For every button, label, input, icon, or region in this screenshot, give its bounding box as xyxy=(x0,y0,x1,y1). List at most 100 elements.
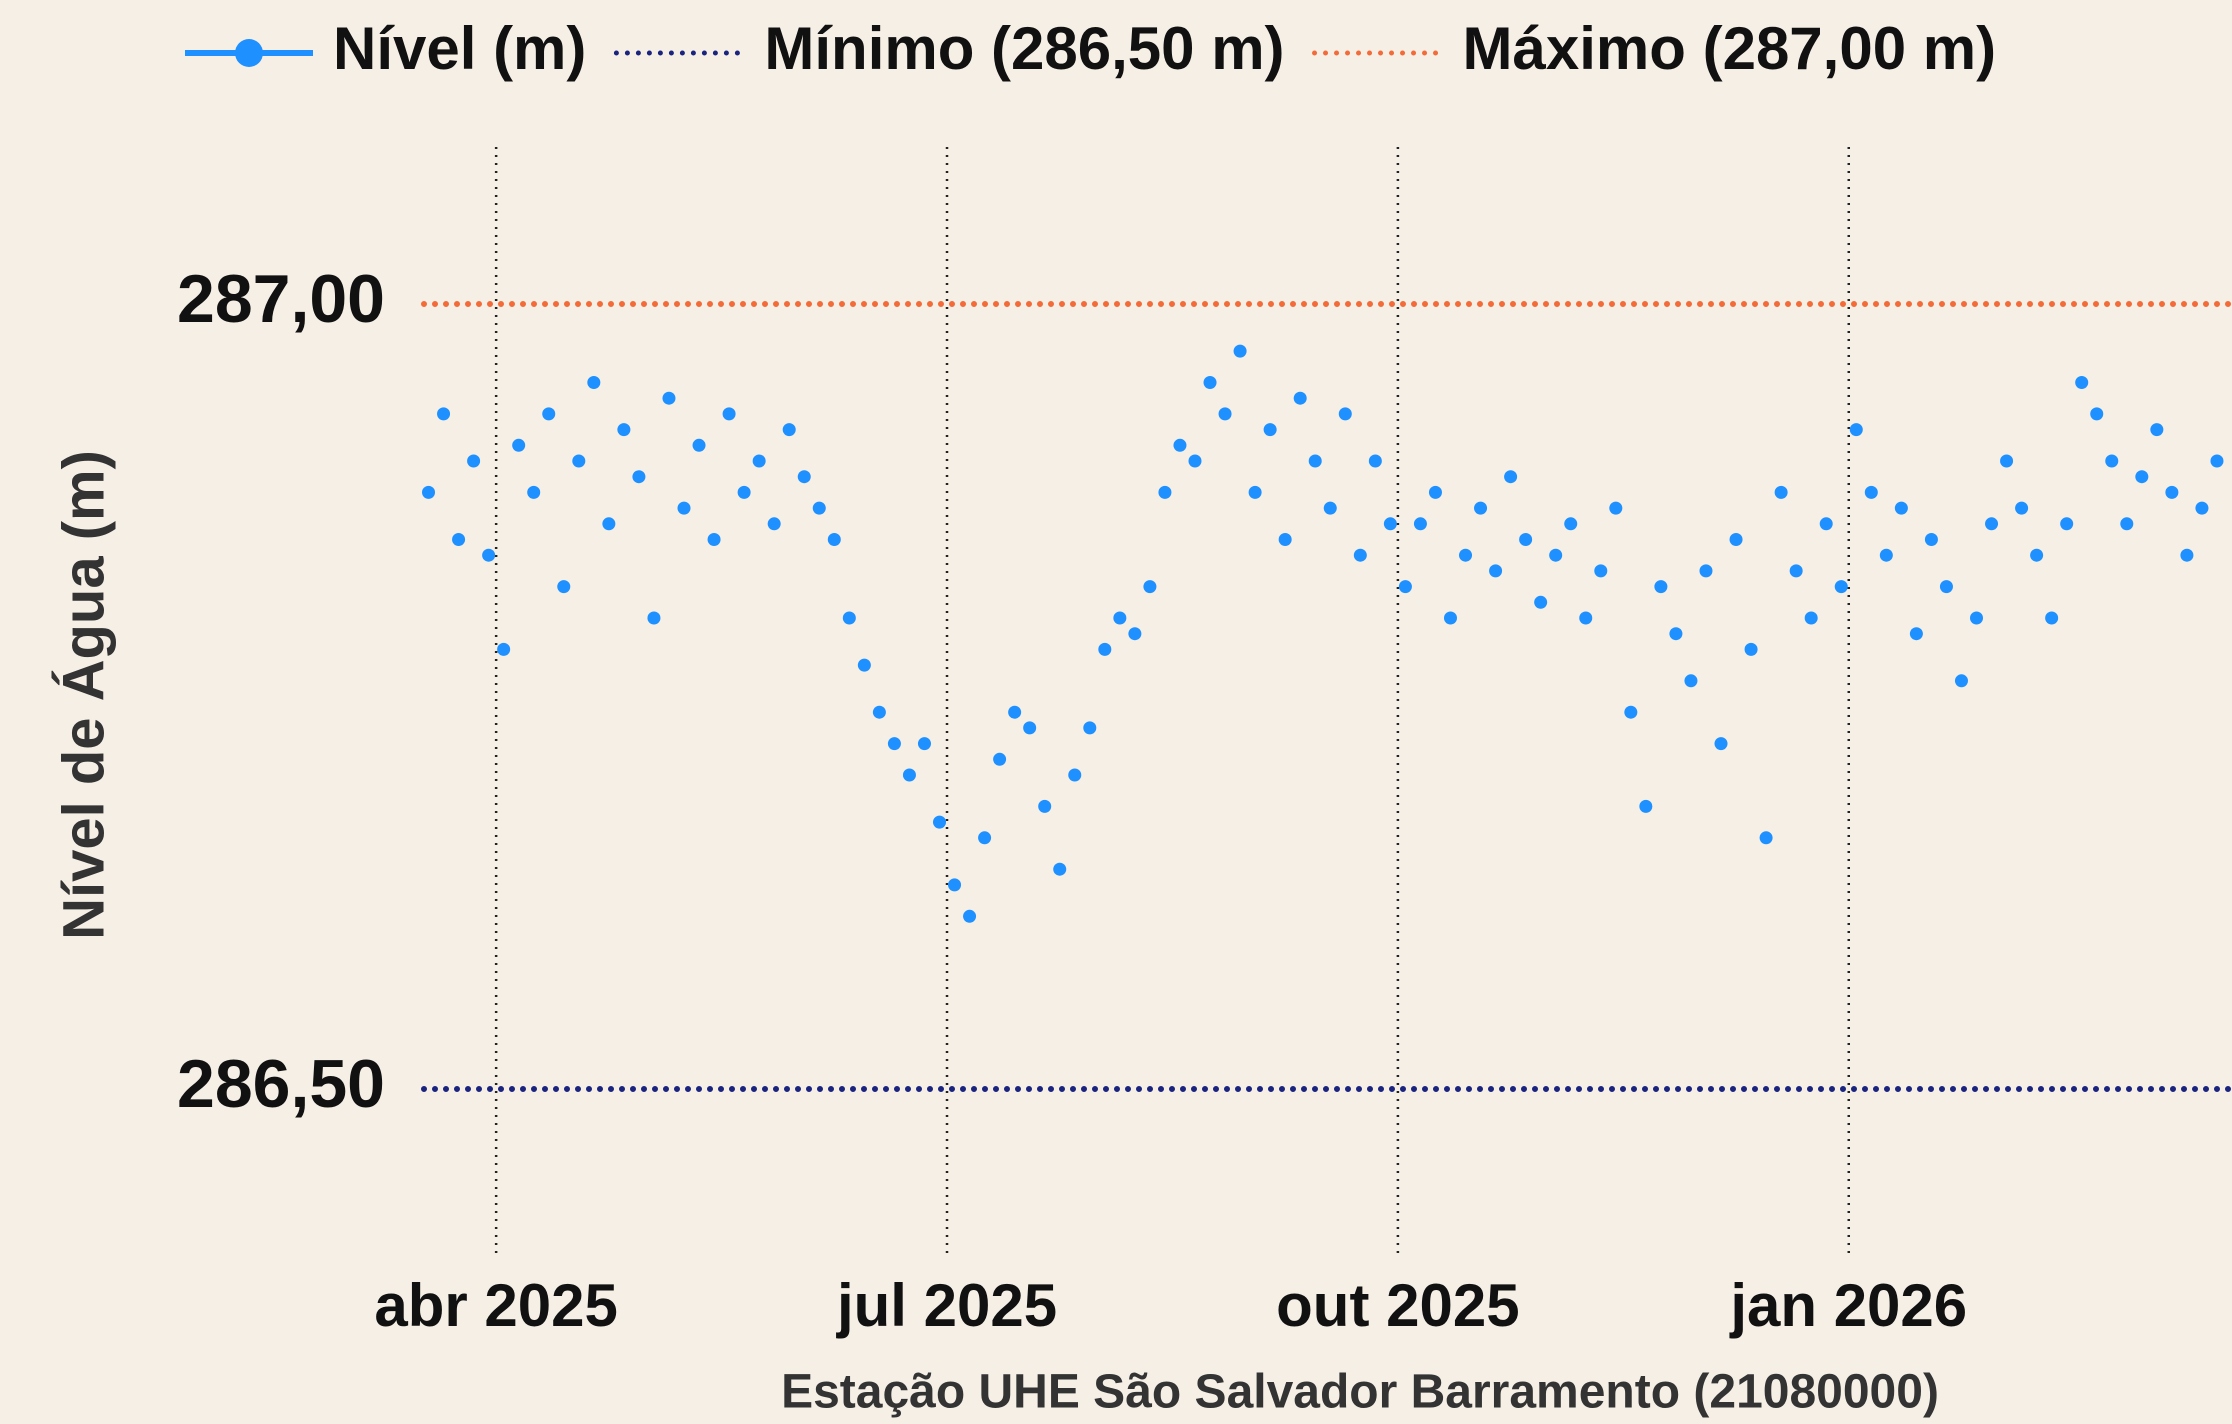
data-point xyxy=(602,517,616,531)
data-point xyxy=(1489,564,1503,578)
data-point xyxy=(452,533,466,546)
data-point xyxy=(512,438,526,452)
data-point xyxy=(1308,454,1322,468)
data-point xyxy=(1038,799,1052,813)
data-point xyxy=(827,533,841,546)
data-point xyxy=(1413,517,1427,531)
data-point xyxy=(2195,501,2209,515)
data-point xyxy=(2000,454,2014,468)
x-tick-label: jan 2026 xyxy=(1729,1272,1967,1339)
y-tick-label: 286,50 xyxy=(177,1046,385,1122)
data-point xyxy=(1909,627,1923,641)
data-point xyxy=(2120,517,2134,531)
data-point xyxy=(422,485,436,499)
data-point xyxy=(1669,627,1683,641)
data-point xyxy=(1579,611,1593,625)
data-point xyxy=(587,376,601,389)
data-point xyxy=(1173,438,1187,452)
data-point xyxy=(1699,564,1713,578)
data-point xyxy=(1849,423,1863,437)
data-point xyxy=(1113,611,1127,625)
data-point xyxy=(1188,454,1202,468)
data-point xyxy=(1879,548,1893,562)
data-point xyxy=(1218,407,1232,421)
data-point xyxy=(617,423,631,437)
data-point xyxy=(1729,533,1743,546)
data-point xyxy=(2015,501,2029,515)
data-point xyxy=(1804,611,1818,625)
data-point xyxy=(467,454,481,468)
data-point xyxy=(1985,517,1999,531)
data-point xyxy=(752,454,766,468)
data-point xyxy=(1278,533,1292,546)
data-point xyxy=(2150,423,2164,437)
legend-swatch xyxy=(235,39,263,67)
data-point xyxy=(2045,611,2059,625)
data-point xyxy=(1053,862,1067,876)
data-point xyxy=(1534,595,1548,609)
data-point xyxy=(1519,533,1533,546)
data-point xyxy=(1894,501,1908,515)
data-point xyxy=(1714,737,1728,751)
data-point xyxy=(2210,454,2224,468)
data-point xyxy=(662,391,676,405)
data-point xyxy=(2075,376,2089,389)
data-point xyxy=(1744,642,1758,656)
data-point xyxy=(963,909,977,923)
data-point xyxy=(1954,674,1968,688)
data-point xyxy=(707,533,721,546)
data-point xyxy=(1774,485,1788,499)
data-point xyxy=(1293,391,1307,405)
data-point xyxy=(1383,517,1397,531)
data-point xyxy=(2090,407,2104,421)
data-point xyxy=(722,407,736,421)
data-point xyxy=(1083,721,1097,735)
data-point xyxy=(2105,454,2119,468)
data-point xyxy=(1939,580,1953,594)
data-point xyxy=(542,407,556,421)
data-point xyxy=(1639,799,1653,813)
data-point xyxy=(2180,548,2194,562)
data-point xyxy=(902,768,916,782)
data-point xyxy=(482,548,496,562)
data-point xyxy=(1128,627,1142,641)
data-point xyxy=(2165,485,2179,499)
data-point xyxy=(1609,501,1623,515)
data-point xyxy=(797,470,811,484)
data-point xyxy=(1549,548,1563,562)
data-point xyxy=(1834,580,1848,594)
data-point xyxy=(1924,533,1938,546)
data-point xyxy=(1474,501,1488,515)
y-axis-label: Nível de Água (m) xyxy=(51,450,116,940)
data-point xyxy=(1323,501,1337,515)
data-point xyxy=(993,752,1007,766)
data-point xyxy=(497,642,511,656)
data-point xyxy=(2135,470,2149,484)
y-tick-label: 287,00 xyxy=(177,261,385,337)
data-point xyxy=(1098,642,1112,656)
x-tick-label: jul 2025 xyxy=(836,1272,1057,1339)
data-point xyxy=(1684,674,1698,688)
data-point xyxy=(1068,768,1082,782)
data-point xyxy=(692,438,706,452)
data-point xyxy=(1864,485,1878,499)
data-point xyxy=(948,878,962,892)
data-point xyxy=(527,485,541,499)
x-axis-label: Estação UHE São Salvador Barramento (210… xyxy=(781,1366,1939,1419)
data-point xyxy=(1263,423,1277,437)
data-point xyxy=(557,580,571,594)
x-tick-label: out 2025 xyxy=(1276,1272,1519,1339)
data-point xyxy=(572,454,586,468)
data-point xyxy=(1504,470,1518,484)
data-point xyxy=(1353,548,1367,562)
data-point xyxy=(1459,548,1473,562)
legend-label: Máximo (287,00 m) xyxy=(1463,15,1997,82)
data-point xyxy=(1158,485,1172,499)
data-point xyxy=(812,501,826,515)
data-point xyxy=(1564,517,1578,531)
data-point xyxy=(1143,580,1157,594)
data-point xyxy=(767,517,781,531)
data-point xyxy=(1594,564,1608,578)
data-point xyxy=(1368,454,1382,468)
